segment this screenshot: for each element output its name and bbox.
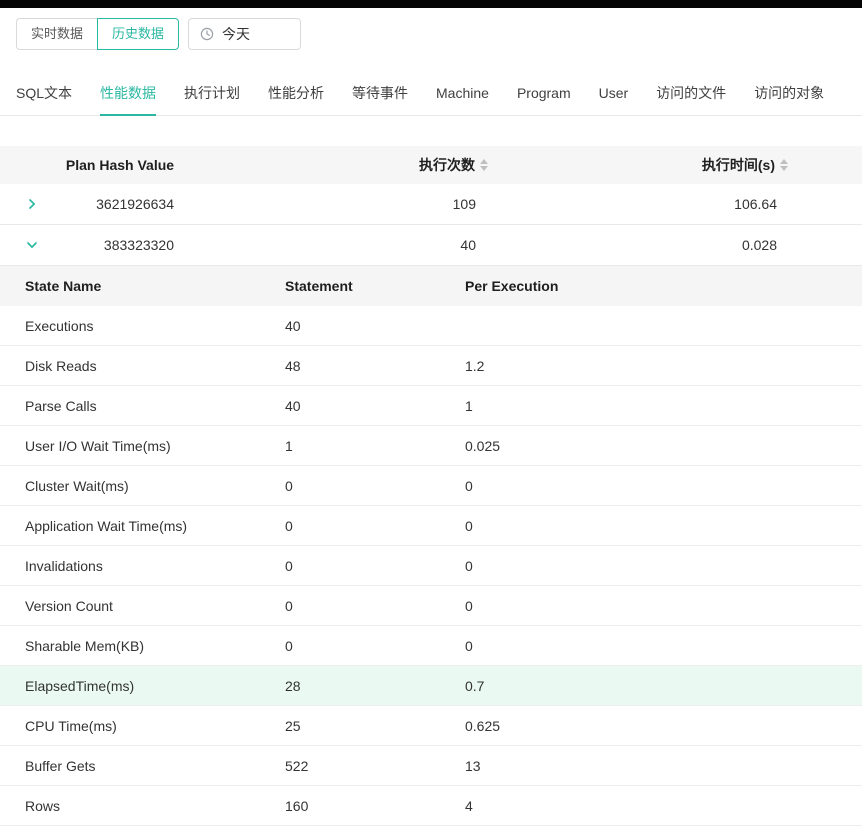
detail-row[interactable]: Rows 160 4 — [0, 786, 862, 826]
plan-row-0[interactable]: 3621926634 109 106.64 — [0, 184, 862, 225]
tab-performance-data[interactable]: 性能数据 — [100, 74, 157, 116]
detail-row[interactable]: CPU Time(ms) 25 0.625 — [0, 706, 862, 746]
statement-value: 40 — [285, 317, 301, 334]
per-execution-value: 0 — [465, 557, 473, 574]
exec-time-value: 0.028 — [741, 237, 777, 253]
column-header-exec-time[interactable]: 执行时间(s) — [490, 155, 790, 175]
column-header-per-execution: Per Execution — [465, 278, 559, 294]
detail-row[interactable]: Disk Reads 48 1.2 — [0, 346, 862, 386]
per-execution-value: 0 — [465, 517, 473, 534]
per-execution-value: 0.025 — [465, 437, 501, 454]
per-execution-value: 13 — [465, 757, 481, 774]
exec-time-value: 106.64 — [734, 196, 777, 212]
per-execution-value: 0 — [465, 477, 473, 494]
state-name-value: Parse Calls — [25, 397, 97, 414]
exec-count-value: 109 — [452, 196, 476, 212]
statement-value: 48 — [285, 357, 301, 374]
history-data-button[interactable]: 历史数据 — [97, 18, 180, 50]
per-execution-value: 4 — [465, 797, 473, 814]
column-header-exec-count-label: 执行次数 — [419, 157, 475, 173]
detail-row[interactable]: Application Wait Time(ms) 0 0 — [0, 506, 862, 546]
state-name-value: Executions — [25, 317, 94, 334]
state-name-value: Invalidations — [25, 557, 103, 574]
per-execution-value: 0.625 — [465, 717, 501, 734]
date-picker[interactable]: 今天 — [188, 18, 302, 50]
date-value: 今天 — [222, 26, 251, 42]
state-name-value: Sharable Mem(KB) — [25, 637, 145, 654]
per-execution-value: 0.7 — [465, 677, 485, 694]
state-name-value: User I/O Wait Time(ms) — [25, 437, 171, 454]
per-execution-value: 1 — [465, 397, 473, 414]
per-execution-value: 0 — [465, 637, 473, 654]
detail-row[interactable]: Invalidations 0 0 — [0, 546, 862, 586]
tab-execution-plan[interactable]: 执行计划 — [184, 85, 241, 101]
plan-row-1[interactable]: 383323320 40 0.028 — [0, 225, 862, 266]
plan-hash-value: 3621926634 — [96, 196, 174, 212]
detail-row[interactable]: Buffer Gets 522 13 — [0, 746, 862, 786]
detail-table: State Name Statement Per Execution Executio… — [0, 266, 862, 826]
column-header-plan-hash-value: Plan Hash Value — [65, 157, 175, 173]
expand-icon[interactable] — [25, 197, 39, 211]
tab-user[interactable]: User — [598, 85, 629, 101]
detail-row[interactable]: Version Count 0 0 — [0, 586, 862, 626]
state-name-value: Buffer Gets — [25, 757, 96, 774]
state-name-value: ElapsedTime(ms) — [25, 677, 135, 694]
tab-wait-events[interactable]: 等待事件 — [352, 85, 409, 101]
tab-program[interactable]: Program — [516, 85, 571, 101]
realtime-data-button[interactable]: 实时数据 — [16, 18, 98, 50]
per-execution-value: 0 — [465, 597, 473, 614]
tab-bar: SQL文本 性能数据 执行计划 性能分析 等待事件 Machine Program User 访… — [0, 74, 862, 116]
statement-value: 0 — [285, 477, 293, 494]
plan-table-header: Plan Hash Value 执行次数 执行时间(s) — [0, 146, 862, 184]
state-name-value: Cluster Wait(ms) — [25, 477, 129, 494]
plan-hash-value: 383323320 — [103, 237, 174, 253]
collapse-icon[interactable] — [25, 238, 39, 252]
statement-value: 28 — [285, 677, 301, 694]
data-mode-toggle: 实时数据 历史数据 — [16, 18, 180, 50]
state-name-value: Disk Reads — [25, 357, 97, 374]
column-header-statement: Statement — [285, 278, 353, 294]
column-header-state-name: State Name — [25, 278, 102, 294]
state-name-value: Application Wait Time(ms) — [25, 517, 188, 534]
tab-sql-text[interactable]: SQL文本 — [16, 85, 73, 101]
tab-machine[interactable]: Machine — [436, 85, 489, 101]
state-name-value: Rows — [25, 797, 61, 814]
sort-icon[interactable] — [780, 159, 788, 171]
statement-value: 0 — [285, 557, 293, 574]
plan-table-body: 3621926634 109 106.64 383323320 40 0.028 State… — [0, 184, 862, 826]
detail-row[interactable]: Sharable Mem(KB) 0 0 — [0, 626, 862, 666]
detail-row[interactable]: Parse Calls 40 1 — [0, 386, 862, 426]
detail-row[interactable]: Executions 40 — [0, 306, 862, 346]
statement-value: 0 — [285, 597, 293, 614]
statement-value: 0 — [285, 637, 293, 654]
statement-value: 0 — [285, 517, 293, 534]
statement-value: 160 — [285, 797, 309, 814]
statement-value: 40 — [285, 397, 301, 414]
per-execution-value: 1.2 — [465, 357, 485, 374]
state-name-value: CPU Time(ms) — [25, 717, 117, 734]
statement-value: 1 — [285, 437, 293, 454]
tab-performance-analysis[interactable]: 性能分析 — [268, 85, 325, 101]
column-header-exec-count[interactable]: 执行次数 — [240, 155, 490, 175]
exec-count-value: 40 — [460, 237, 476, 253]
sort-icon[interactable] — [480, 159, 488, 171]
clock-icon — [200, 27, 214, 41]
plan-table: Plan Hash Value 执行次数 执行时间(s) 3621926634 1… — [0, 146, 862, 826]
toolbar: 实时数据 历史数据 今天 — [16, 18, 862, 50]
tab-accessed-objects[interactable]: 访问的对象 — [754, 85, 825, 101]
statement-value: 25 — [285, 717, 301, 734]
detail-row[interactable]: ElapsedTime(ms) 28 0.7 — [0, 666, 862, 706]
column-header-exec-time-label: 执行时间(s) — [701, 157, 775, 173]
statement-value: 522 — [285, 757, 309, 774]
state-name-value: Version Count — [25, 597, 113, 614]
detail-table-header: State Name Statement Per Execution — [0, 266, 862, 306]
tab-accessed-files[interactable]: 访问的文件 — [656, 85, 727, 101]
top-strip — [0, 0, 862, 8]
detail-row[interactable]: User I/O Wait Time(ms) 1 0.025 — [0, 426, 862, 466]
detail-row[interactable]: Cluster Wait(ms) 0 0 — [0, 466, 862, 506]
